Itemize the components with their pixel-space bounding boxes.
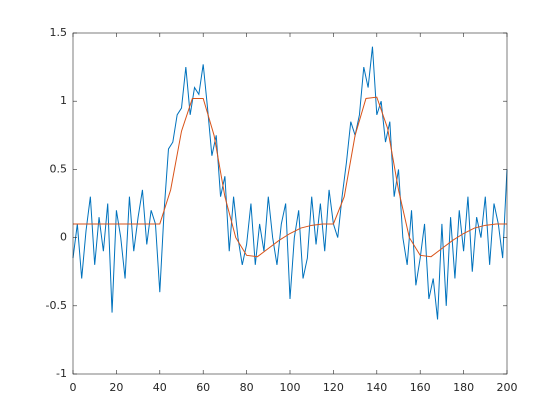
- data-line: [73, 96, 507, 258]
- x-tick-label: 80: [240, 381, 254, 394]
- x-tick-label: 0: [70, 381, 77, 394]
- x-tick-label: 40: [153, 381, 167, 394]
- y-tick-label: 1: [60, 94, 67, 107]
- x-tick-label: 120: [323, 381, 344, 394]
- y-tick-label: 0.5: [50, 162, 68, 175]
- data-line: [72, 46, 508, 320]
- x-tick-label: 20: [109, 381, 123, 394]
- x-tick-label: 60: [196, 381, 210, 394]
- y-tick-label: 0: [60, 231, 67, 244]
- x-tick-label: 180: [453, 381, 474, 394]
- y-tick-label: -0.5: [46, 299, 67, 312]
- y-tick-label: 1.5: [50, 26, 68, 39]
- x-tick-label: 100: [280, 381, 301, 394]
- y-tick-label: -1: [56, 367, 67, 380]
- x-tick-label: 200: [497, 381, 518, 394]
- x-tick-label: 140: [366, 381, 387, 394]
- x-tick-label: 160: [410, 381, 431, 394]
